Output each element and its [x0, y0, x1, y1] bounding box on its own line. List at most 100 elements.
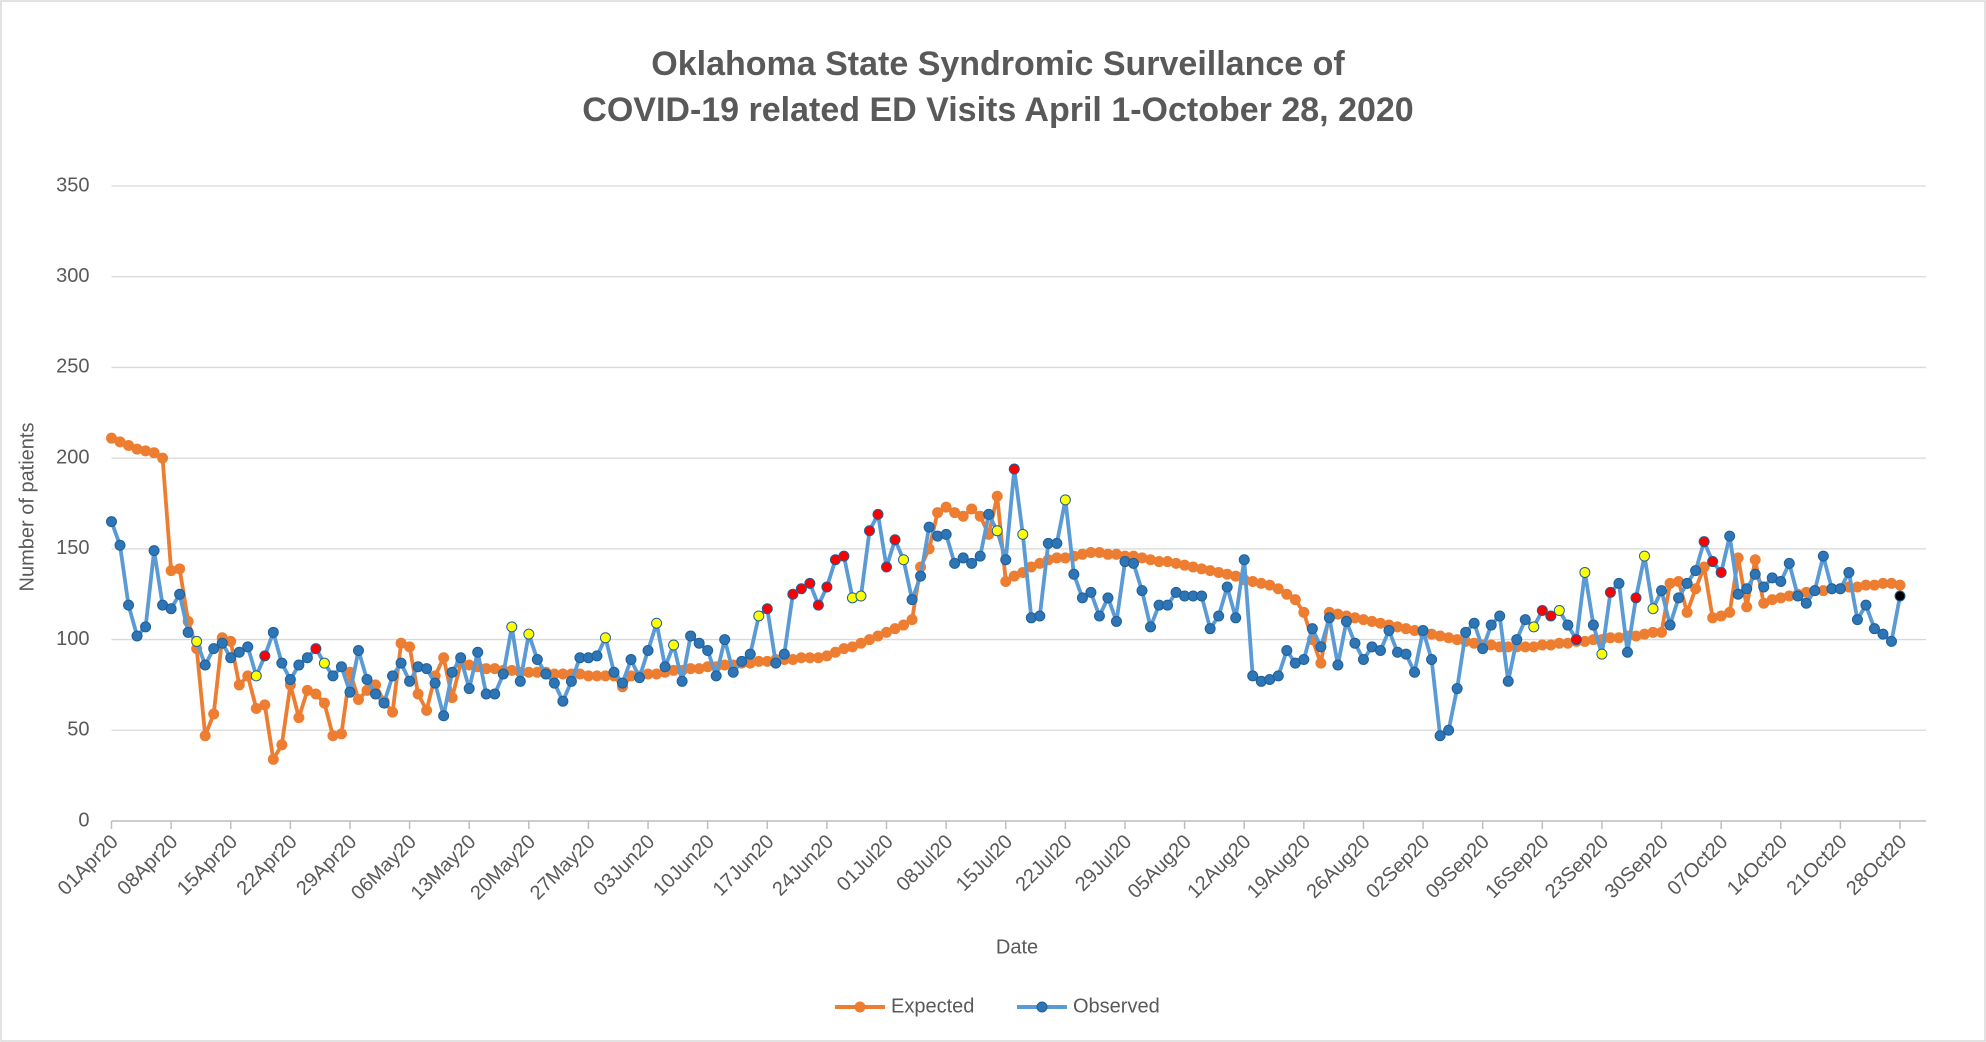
- data-point: [1000, 576, 1012, 588]
- data-point: [1681, 606, 1693, 618]
- data-point: [1110, 615, 1122, 627]
- data-point: [352, 693, 364, 705]
- data-point: [872, 508, 884, 520]
- data-point: [1468, 617, 1480, 629]
- data-point: [1494, 610, 1506, 622]
- data-point: [540, 668, 552, 680]
- data-point: [1656, 626, 1668, 638]
- data-point: [1383, 625, 1395, 636]
- data-point: [1715, 566, 1727, 578]
- data-point: [1698, 536, 1710, 548]
- data-point: [344, 686, 356, 698]
- data-point: [1860, 599, 1872, 611]
- data-point: [472, 646, 484, 658]
- data-point: [1238, 554, 1250, 566]
- data-point: [378, 697, 390, 709]
- data-point: [1460, 626, 1472, 638]
- data-point: [1059, 494, 1071, 506]
- data-point: [335, 728, 347, 740]
- data-point: [1093, 610, 1105, 622]
- data-point: [1553, 605, 1565, 617]
- data-point: [1315, 641, 1327, 653]
- data-point: [1621, 646, 1633, 658]
- data-point: [991, 525, 1003, 537]
- data-point: [208, 708, 220, 720]
- data-point: [1604, 586, 1616, 598]
- data-point: [1749, 568, 1761, 580]
- data-point: [1409, 666, 1421, 678]
- data-point: [548, 677, 560, 689]
- data-point: [1749, 554, 1761, 566]
- data-point: [199, 730, 211, 742]
- data-point: [216, 637, 228, 649]
- data-point: [855, 590, 867, 602]
- data-point: [259, 699, 271, 711]
- data-point: [651, 617, 663, 629]
- data-point: [1306, 623, 1318, 635]
- data-point: [387, 706, 399, 718]
- data-point: [455, 652, 467, 664]
- data-point: [114, 539, 126, 551]
- data-point: [642, 644, 654, 656]
- data-point: [1204, 623, 1216, 635]
- data-point: [327, 670, 339, 682]
- data-point: [1792, 590, 1804, 602]
- data-point: [668, 639, 680, 651]
- data-point: [1068, 568, 1080, 580]
- data-point: [659, 661, 671, 673]
- data-point: [1298, 606, 1310, 618]
- data-point: [957, 510, 969, 522]
- data-point: [1034, 610, 1046, 622]
- data-point: [1400, 648, 1412, 660]
- data-point: [1724, 606, 1736, 618]
- data-point: [770, 657, 782, 669]
- data-point: [148, 447, 160, 459]
- data-point: [898, 554, 910, 566]
- data-point: [233, 679, 245, 691]
- data-point: [514, 675, 526, 687]
- data-point: [608, 666, 620, 678]
- data-point: [991, 490, 1003, 502]
- data-point: [395, 657, 407, 669]
- data-point: [199, 659, 211, 671]
- data-point: [1894, 579, 1906, 591]
- data-point: [1374, 644, 1386, 656]
- data-point: [1417, 625, 1429, 636]
- data-point: [812, 599, 824, 611]
- data-point: [727, 666, 739, 678]
- data-point: [1681, 577, 1693, 589]
- data-point: [1357, 654, 1369, 666]
- data-point: [531, 654, 543, 666]
- y-tick-label: 50: [67, 719, 89, 741]
- y-tick-label: 300: [56, 265, 89, 287]
- data-point: [719, 634, 731, 646]
- data-point: [1690, 565, 1702, 577]
- data-point: [293, 712, 305, 724]
- data-point: [1817, 550, 1829, 562]
- data-point: [1528, 621, 1540, 633]
- y-tick-label: 350: [56, 174, 89, 196]
- data-point: [276, 657, 288, 669]
- data-point: [1656, 585, 1668, 597]
- data-point: [301, 652, 313, 664]
- data-point: [1136, 585, 1148, 597]
- data-point: [1323, 612, 1335, 624]
- chart-title: COVID-19 related ED Visits April 1-Octob…: [582, 91, 1413, 129]
- data-point: [1502, 675, 1514, 687]
- data-point: [821, 581, 833, 593]
- data-point: [744, 648, 756, 660]
- data-point: [1536, 605, 1548, 617]
- y-tick-label: 200: [56, 446, 89, 468]
- data-point: [1281, 588, 1293, 600]
- data-point: [1281, 644, 1293, 656]
- data-point: [940, 528, 952, 540]
- data-point: [131, 630, 143, 642]
- data-point: [1272, 670, 1284, 682]
- data-point: [1596, 648, 1608, 660]
- data-point: [949, 557, 961, 569]
- data-point: [1349, 637, 1361, 649]
- data-point: [702, 644, 714, 656]
- data-point: [557, 695, 569, 707]
- data-point: [310, 643, 322, 655]
- data-point: [1868, 623, 1880, 635]
